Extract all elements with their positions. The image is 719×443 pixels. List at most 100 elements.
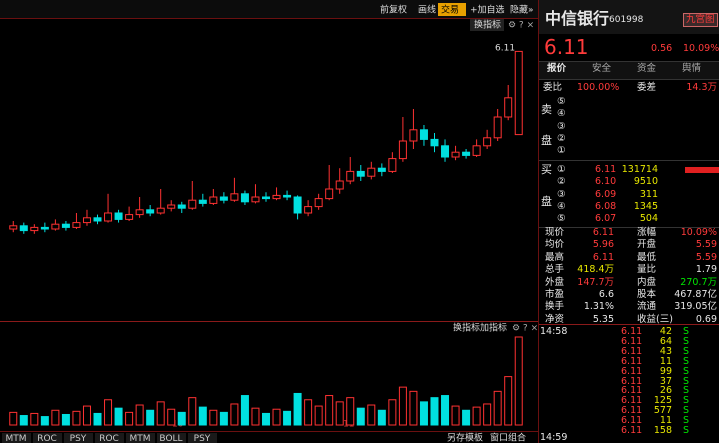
buy-level: ② — [557, 176, 566, 188]
stat-label: 净资 — [545, 313, 565, 325]
stat-value: 5.35 — [592, 313, 614, 325]
indicator-tab[interactable]: PSY — [194, 434, 211, 443]
indicator-tab[interactable]: MTM — [5, 434, 26, 443]
candle-body — [82, 217, 91, 224]
add-watch[interactable]: +加自选 — [470, 4, 505, 16]
indicator-tab[interactable]: MTM — [129, 434, 150, 443]
stat-label: 外盘 — [545, 276, 565, 288]
candle-body — [209, 196, 218, 204]
candle-body — [472, 145, 481, 156]
tab-bg[interactable] — [2, 433, 31, 443]
buy-level: ③ — [557, 188, 566, 200]
candle-body — [388, 158, 397, 172]
stat-label: 换手 — [545, 301, 565, 313]
stat-value: 0.69 — [695, 313, 717, 325]
indicator-tab[interactable]: ROC — [99, 434, 119, 443]
indicator-btn-bg[interactable] — [470, 19, 504, 31]
candle-body — [167, 204, 176, 209]
tab-bar — [539, 61, 719, 80]
tab-bg[interactable] — [95, 433, 124, 443]
tab-bg[interactable] — [126, 433, 155, 443]
candle-body — [40, 226, 49, 230]
stat-label: 涨幅 — [637, 227, 657, 238]
volume-bar — [409, 390, 418, 426]
indicator-tab[interactable]: BOLL — [159, 434, 182, 443]
tick-side: S — [683, 375, 690, 387]
volume-bar — [377, 409, 386, 426]
candle-body — [230, 193, 239, 201]
volume-bar — [40, 416, 49, 426]
buy-label: 买 — [541, 163, 552, 176]
indicator-tab[interactable]: PSY — [70, 434, 87, 443]
buy-price: 6.09 — [595, 188, 617, 200]
stat-label: 收益(三) — [637, 313, 673, 325]
candle-body — [198, 199, 207, 204]
volume-bar — [219, 411, 228, 426]
stat-label: 最低 — [637, 251, 657, 263]
tab[interactable]: 舆情 — [682, 63, 702, 74]
tick-volume: 42 — [659, 326, 672, 337]
tab[interactable]: 安全 — [592, 63, 612, 74]
candle-body — [177, 204, 186, 209]
candle-body — [272, 194, 281, 200]
volume-bar — [135, 404, 144, 426]
candle-body — [356, 170, 365, 177]
tab[interactable]: 报价 — [547, 63, 567, 74]
tick-side: S — [683, 415, 690, 427]
tick-price: 6.11 — [621, 326, 643, 337]
candle-body — [9, 225, 18, 230]
volume-bar — [462, 409, 471, 426]
adjust[interactable]: 前复权 — [380, 4, 407, 16]
candle-body — [483, 137, 492, 147]
buy-volume: 504 — [639, 213, 658, 225]
tab[interactable]: 资金 — [637, 63, 657, 74]
volume-bar — [104, 399, 113, 426]
add-indicator[interactable]: 加指标 — [480, 322, 507, 334]
change-indicator[interactable]: 换指标 — [474, 19, 501, 31]
tick-volume: 99 — [659, 365, 672, 377]
tick-price: 6.11 — [621, 425, 643, 436]
sell-label: 卖 — [541, 103, 552, 116]
change-indicator[interactable]: 换指标 — [453, 322, 480, 334]
diff: 14.3万 — [686, 82, 717, 93]
candle-body — [51, 223, 60, 230]
candle-body — [114, 212, 123, 220]
tab-bg[interactable] — [188, 433, 217, 443]
icons[interactable]: ⚙ ? × — [512, 324, 538, 334]
tick-volume: 11 — [659, 415, 672, 427]
volume-bar — [9, 411, 18, 426]
divider — [539, 227, 719, 228]
buy-volume: 9510 — [633, 176, 658, 188]
candle-body — [325, 188, 334, 200]
save-template[interactable]: 另存模板 — [447, 432, 483, 443]
tab-bg[interactable] — [64, 433, 93, 443]
candle-body — [504, 97, 513, 118]
stat-value: 10.09% — [680, 227, 717, 238]
tick-side: S — [683, 425, 690, 436]
tick-volume: 37 — [659, 375, 672, 387]
tab-bg[interactable] — [33, 433, 62, 443]
toolbar-bg — [0, 0, 540, 18]
stat-label: 股本 — [637, 289, 657, 300]
stat-value: 5.96 — [592, 239, 614, 251]
buy-level: ⑤ — [557, 213, 566, 225]
trade-button[interactable]: 交易 — [441, 4, 459, 16]
candle-body — [398, 140, 407, 160]
candle-body — [451, 151, 460, 158]
stat-value: 418.4万 — [577, 264, 614, 276]
grid-button[interactable]: 九宫图 — [683, 13, 718, 27]
candle-body — [346, 170, 355, 182]
volume-bar — [346, 397, 355, 426]
indicator-tab[interactable]: ROC — [37, 434, 57, 443]
draw-tool[interactable]: 画线 — [418, 4, 436, 16]
stat-label: 最高 — [545, 251, 565, 263]
hide[interactable]: 隐藏» — [510, 4, 534, 16]
volume-bar — [188, 397, 197, 426]
trade-button-bg[interactable] — [438, 3, 466, 16]
tab-bg[interactable] — [157, 433, 186, 443]
icons[interactable]: ⚙ ? × — [508, 21, 534, 31]
volume-bar — [177, 411, 186, 426]
volume-bar — [472, 406, 481, 426]
window-combo[interactable]: 窗口组合 — [490, 432, 526, 443]
volume-bar — [240, 395, 249, 426]
